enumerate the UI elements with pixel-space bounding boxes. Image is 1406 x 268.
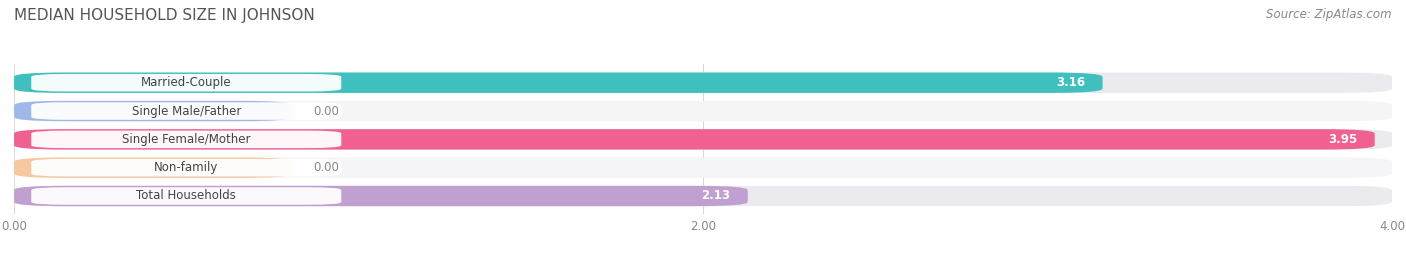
Text: 0.00: 0.00 xyxy=(314,105,339,118)
FancyBboxPatch shape xyxy=(14,129,1375,150)
Text: Non-family: Non-family xyxy=(155,161,218,174)
FancyBboxPatch shape xyxy=(14,129,1392,150)
Text: 3.95: 3.95 xyxy=(1329,133,1358,146)
FancyBboxPatch shape xyxy=(14,73,1102,93)
FancyBboxPatch shape xyxy=(14,101,1392,121)
FancyBboxPatch shape xyxy=(31,74,342,91)
Text: MEDIAN HOUSEHOLD SIZE IN JOHNSON: MEDIAN HOUSEHOLD SIZE IN JOHNSON xyxy=(14,8,315,23)
FancyBboxPatch shape xyxy=(14,73,1392,93)
Text: Married-Couple: Married-Couple xyxy=(141,76,232,89)
Text: Total Households: Total Households xyxy=(136,189,236,203)
FancyBboxPatch shape xyxy=(14,101,292,121)
FancyBboxPatch shape xyxy=(14,186,748,206)
Text: Single Female/Mother: Single Female/Mother xyxy=(122,133,250,146)
FancyBboxPatch shape xyxy=(14,158,292,178)
Text: Source: ZipAtlas.com: Source: ZipAtlas.com xyxy=(1267,8,1392,21)
FancyBboxPatch shape xyxy=(14,158,1392,178)
FancyBboxPatch shape xyxy=(31,187,342,205)
Text: 0.00: 0.00 xyxy=(314,161,339,174)
Text: 3.16: 3.16 xyxy=(1056,76,1085,89)
FancyBboxPatch shape xyxy=(31,102,342,120)
FancyBboxPatch shape xyxy=(14,186,1392,206)
Text: Single Male/Father: Single Male/Father xyxy=(132,105,240,118)
Text: 2.13: 2.13 xyxy=(702,189,731,203)
FancyBboxPatch shape xyxy=(31,131,342,148)
FancyBboxPatch shape xyxy=(31,159,342,176)
